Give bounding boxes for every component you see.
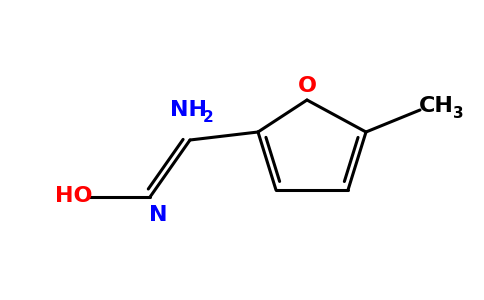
Text: NH: NH <box>169 100 207 120</box>
Text: CH: CH <box>419 96 454 116</box>
Text: N: N <box>149 205 167 225</box>
Text: 2: 2 <box>203 110 213 125</box>
Text: HO: HO <box>55 186 93 206</box>
Text: O: O <box>298 76 317 96</box>
Text: 3: 3 <box>453 106 463 122</box>
